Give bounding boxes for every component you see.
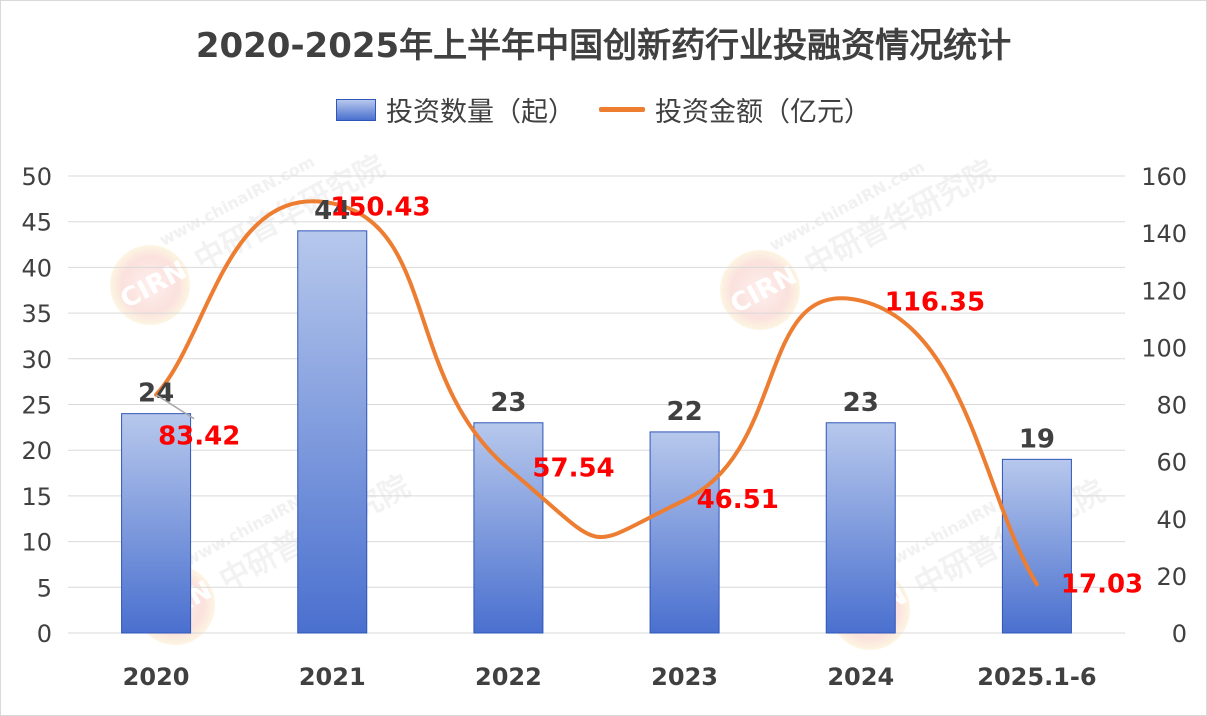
x-axis-label: 2021 (299, 663, 366, 691)
right-axis-tick: 100 (1141, 334, 1187, 362)
right-axis-tick: 160 (1141, 163, 1187, 191)
bar-data-label: 44 (314, 196, 350, 226)
left-axis-tick: 10 (21, 529, 52, 557)
x-axis-label: 2022 (475, 663, 542, 691)
line-data-label: 83.42 (158, 422, 240, 452)
line-data-labels: 83.42 150.43 57.54 46.51 116.35 17.03 (155, 192, 1143, 599)
left-axis-tick: 0 (37, 620, 52, 648)
right-axis-tick: 60 (1156, 449, 1187, 477)
right-axis: 0 20 40 60 80 100 120 140 160 (1141, 163, 1187, 648)
right-axis-tick: 140 (1141, 220, 1187, 248)
legend-line-swatch (599, 107, 645, 112)
bar (121, 413, 192, 634)
bar (473, 422, 544, 634)
legend-bar-swatch (336, 98, 376, 121)
left-axis-tick: 5 (37, 574, 52, 602)
watermark-layer: CIRN中研普华研究院www.chinaIRN.comCIRN中研普华研究院ww… (110, 149, 1111, 650)
chart-title: 2020-2025年上半年中国创新药行业投融资情况统计 (195, 26, 1012, 66)
bar-series (121, 230, 1072, 634)
bar-data-label: 19 (1019, 424, 1055, 454)
right-axis-tick: 80 (1156, 392, 1187, 420)
left-axis-tick: 50 (21, 163, 52, 191)
right-axis-tick: 40 (1156, 506, 1187, 534)
bar-data-label: 23 (843, 388, 879, 418)
right-axis-tick: 120 (1141, 277, 1187, 305)
label-leader-line (155, 394, 195, 420)
legend-item-line: 投资金额（亿元） (599, 90, 871, 129)
bar (297, 230, 368, 634)
bar (1001, 458, 1072, 634)
watermark-logo-icon (720, 250, 800, 330)
line-data-label: 46.51 (697, 485, 779, 515)
x-axis-label: 2023 (651, 663, 718, 691)
line-data-label: 150.43 (330, 192, 430, 222)
bar-data-labels: 24 44 23 22 23 19 (138, 196, 1055, 455)
legend-item-bars: 投资数量（起） (336, 90, 575, 129)
bar-data-label: 23 (490, 388, 526, 418)
watermark-logo-icon (110, 245, 190, 325)
line-data-label: 57.54 (532, 454, 614, 484)
x-axis-label: 2025.1-6 (977, 663, 1096, 691)
left-axis-tick: 20 (21, 437, 52, 465)
left-axis-tick: 45 (21, 209, 52, 237)
left-axis-tick: 40 (21, 254, 52, 282)
bar (825, 422, 896, 634)
line-data-label: 17.03 (1061, 569, 1143, 599)
right-axis-tick: 0 (1172, 620, 1187, 648)
line-series (154, 199, 1039, 587)
left-axis-tick: 30 (21, 346, 52, 374)
bar-data-label: 22 (666, 397, 702, 427)
line-data-label: 116.35 (885, 288, 985, 318)
legend: 投资数量（起） 投资金额（亿元） (0, 90, 1207, 129)
legend-line-label: 投资金额（亿元） (655, 97, 871, 128)
bar-data-label: 24 (138, 379, 174, 409)
left-axis-tick: 25 (21, 392, 52, 420)
x-axis-label: 2020 (123, 663, 190, 691)
legend-bar-label: 投资数量（起） (386, 97, 575, 128)
bar (649, 431, 720, 634)
x-axis-label: 2024 (827, 663, 894, 691)
x-axis: 2020 2021 2022 2023 2024 2025.1-6 (123, 663, 1097, 691)
gridlines (68, 175, 1125, 634)
left-axis: 0 5 10 15 20 25 30 35 40 45 50 (21, 163, 52, 648)
right-axis-tick: 20 (1156, 563, 1187, 591)
left-axis-tick: 35 (21, 300, 52, 328)
left-axis-tick: 15 (21, 483, 52, 511)
